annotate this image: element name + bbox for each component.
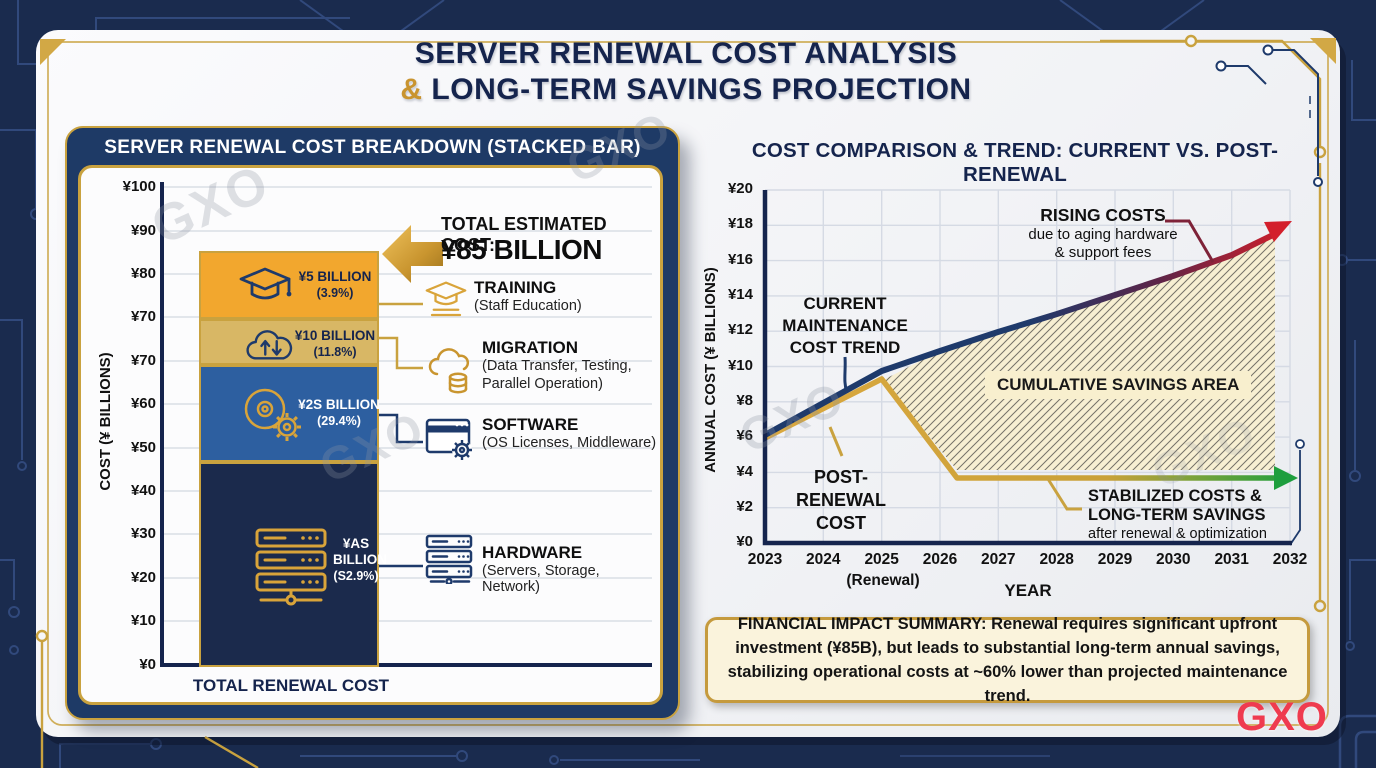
summary-line2: investment (¥85B), but leads to substant… [735, 639, 1280, 657]
post-connector [828, 426, 844, 457]
y-tick: ¥20 [130, 569, 156, 586]
r-x-tick: 2028 [1039, 551, 1074, 568]
y-tick: ¥30 [130, 525, 156, 542]
summary-line1: FINANCIAL IMPACT SUMMARY: Renewal requir… [737, 615, 1278, 633]
segment-training: ¥5 BILLION (3.9%) [199, 251, 379, 319]
line-chart-title: COST COMPARISON & TREND: CURRENT VS. POS… [751, 139, 1279, 186]
legend-migration-title: MIGRATION [482, 338, 579, 357]
y-tick: ¥90 [130, 222, 156, 239]
page-title-line2: & LONG-TERM SAVINGS PROJECTION [400, 73, 972, 106]
legend-migration-sub2: Parallel Operation) [482, 376, 603, 392]
y-tick: ¥80 [130, 265, 156, 282]
legend-hardware-title: HARDWARE [482, 543, 583, 562]
legend-software-title: SOFTWARE [482, 415, 579, 434]
training-legend-icon [425, 281, 467, 317]
y-axis-title: COST (¥ BILLIONS) [97, 352, 114, 491]
gxo-logo: GXO [1236, 695, 1328, 739]
r-y-tick: ¥18 [727, 215, 753, 232]
r-x-tick: 2031 [1214, 551, 1249, 568]
y-tick: ¥0 [139, 656, 156, 673]
segment-percent: (3.9%) [316, 286, 354, 300]
r-x-tick: 2025 [864, 551, 899, 568]
legend-training-sub: (Staff Education) [474, 298, 582, 314]
legend-hardware-sub: (Servers, Storage, Network) [482, 563, 600, 595]
current-connector [843, 356, 849, 394]
page-title-line1: SERVER RENEWAL COST ANALYSIS [414, 37, 958, 70]
financial-impact-summary: FINANCIAL IMPACT SUMMARY: Renewal requir… [705, 615, 1310, 705]
r-x-tick: 2029 [1097, 551, 1133, 568]
cloud-sync-icon [246, 330, 293, 360]
server-rack-icon [255, 528, 327, 606]
segment-hardware: ¥AS BILLION (S2.9%) [199, 462, 387, 667]
r-y-axis-title: ANNUAL COST (¥ BILLIONS) [702, 267, 719, 473]
y-tick: ¥100 [122, 178, 156, 195]
graduation-cap-icon [239, 267, 292, 300]
x-axis-label: TOTAL RENEWAL COST [192, 676, 390, 695]
renewal-note: (Renewal) [846, 572, 920, 589]
hardware-server-icon [425, 534, 473, 584]
segment-migration: ¥10 BILLION (11.8%) [199, 319, 379, 365]
legend-migration-sub1: (Data Transfer, Testing, [482, 358, 632, 374]
r-x-tick: 2027 [981, 551, 1016, 568]
current-trend-annotation: CURRENT MAINTENANCE COST TREND [782, 294, 908, 357]
post-renewal-annotation: POST- RENEWAL COST [796, 467, 886, 533]
segment-percent: (29.4%) [317, 414, 361, 428]
ampersand: & [400, 73, 423, 106]
page-title: SERVER RENEWAL COST ANALYSIS & LONG-TERM… [336, 36, 1036, 108]
segment-percent: (S2.9%) [333, 569, 379, 583]
cloud-database-icon [428, 348, 470, 394]
rising-costs-annotation: RISING COSTS due to aging hardware & sup… [1028, 205, 1178, 261]
summary-line3: stabilizing operational costs at ~60% lo… [727, 663, 1288, 705]
stacked-bar-panel-title: SERVER RENEWAL COST BREAKDOWN (STACKED B… [104, 137, 641, 158]
legend-connectors [379, 302, 423, 568]
segment-amount: ¥5 BILLION [298, 269, 372, 284]
r-x-tick: 2024 [806, 551, 841, 568]
stabilized-annotation: STABILIZED COSTS & LONG-TERM SAVINGS aft… [1088, 487, 1267, 542]
segment-software: ¥2S BILLION (29.4%) [199, 365, 380, 462]
stacked-bar-panel: SERVER RENEWAL COST BREAKDOWN (STACKED B… [65, 126, 680, 720]
legend-training-title: TRAINING [474, 278, 557, 297]
y-tick: ¥70 [130, 308, 156, 325]
disc-gear-icon [244, 388, 301, 441]
r-x-axis-label: YEAR [1004, 581, 1052, 600]
segment-percent: (11.8%) [313, 345, 357, 359]
stacked-bar-chart-area: ¥100 ¥90 ¥80 ¥70 ¥70 ¥60 ¥50 ¥40 ¥30 ¥20… [78, 165, 663, 705]
segment-amount: ¥10 BILLION [294, 328, 376, 343]
y-tick: ¥10 [130, 612, 156, 629]
r-y-tick: ¥2 [736, 498, 753, 515]
r-y-tick: ¥0 [736, 533, 753, 550]
segment-amount-line1: ¥AS [342, 536, 370, 551]
r-x-tick: 2032 [1272, 551, 1308, 568]
segment-amount: ¥2S BILLION [298, 397, 380, 412]
legend-software-sub: (OS Licenses, Middleware) [482, 435, 657, 451]
software-window-gear-icon [425, 418, 472, 460]
r-x-tick: 2023 [747, 551, 783, 568]
r-x-tick: 2030 [1156, 551, 1191, 568]
stabilized-connector [1046, 478, 1082, 511]
r-y-tick: ¥20 [727, 180, 753, 197]
savings-area-label: CUMULATIVE SAVINGS AREA [985, 371, 1252, 399]
total-cost-value: ¥85 BILLION [441, 234, 602, 265]
r-x-tick: 2026 [922, 551, 958, 568]
segment-amount-line2: BILLION [333, 552, 387, 567]
stacked-bar: ¥5 BILLION (3.9%) ¥10 BILLION (11.8%) [199, 251, 387, 667]
